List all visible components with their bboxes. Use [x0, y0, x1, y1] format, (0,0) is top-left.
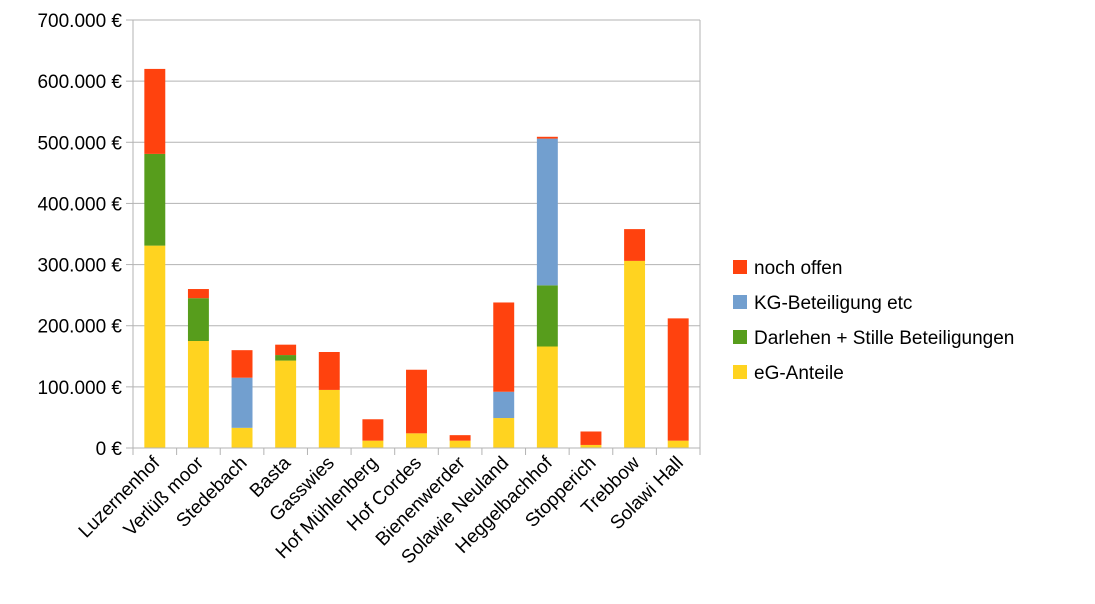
bars — [144, 68, 689, 448]
bar-segment — [536, 138, 558, 286]
bar-segment — [144, 245, 166, 448]
bar-segment — [493, 391, 515, 419]
bar-segment — [493, 418, 515, 448]
y-tick-label: 500.000 € — [37, 133, 122, 154]
bar-segment — [187, 298, 209, 341]
bar-segment — [144, 68, 166, 154]
bar-segment — [318, 352, 340, 390]
y-tick-label: 400.000 € — [37, 194, 122, 215]
legend-label: Darlehen + Stille Beteiligungen — [754, 328, 1014, 349]
legend-label: noch offen — [754, 258, 842, 279]
legend-swatch — [733, 330, 747, 344]
legend-label: eG-Anteile — [754, 363, 844, 384]
y-axis-tick-labels: 0 € 100.000 € 200.000 € 300.000 € 400.000 € 5… — [37, 11, 122, 460]
bar-segment — [362, 440, 384, 448]
bar-segment — [667, 318, 689, 441]
bar-segment — [231, 427, 253, 448]
bar-segment — [536, 346, 558, 448]
bar-segment — [406, 433, 427, 448]
y-tick-label: 200.000 € — [37, 317, 122, 338]
bar-segment — [144, 153, 166, 246]
bar-segment — [624, 229, 646, 261]
y-tick-label: 0 € — [96, 439, 123, 460]
legend-item: KG-Beteiligung etc — [733, 293, 912, 314]
y-tick-label: 300.000 € — [37, 256, 122, 277]
bar-segment — [231, 350, 253, 378]
bar-segment — [624, 260, 646, 448]
axes — [126, 19, 701, 455]
y-tick-label: 600.000 € — [37, 72, 122, 93]
y-tick-label: 700.000 € — [37, 11, 122, 32]
legend-item: Darlehen + Stille Beteiligungen — [733, 328, 1014, 349]
bar-segment — [580, 444, 602, 448]
legend-item: noch offen — [733, 258, 842, 279]
bar-segment — [187, 341, 209, 448]
bar-segment — [536, 285, 558, 347]
bar-segment — [536, 136, 558, 139]
bar-segment — [580, 431, 602, 445]
bar-segment — [275, 360, 297, 448]
bar-segment — [493, 302, 515, 392]
legend-label: KG-Beteiligung etc — [754, 293, 912, 314]
legend: noch offen KG-Beteiligung etc Darlehen + S… — [733, 258, 1014, 384]
bar-segment — [406, 369, 427, 434]
bar-segment — [275, 344, 297, 356]
y-tick-label: 100.000 € — [37, 378, 122, 399]
bar-segment — [318, 389, 340, 448]
bar-segment — [275, 355, 297, 361]
bar-segment — [231, 377, 253, 428]
bar-segment — [187, 289, 209, 299]
legend-swatch — [733, 260, 747, 274]
bar-segment — [449, 435, 471, 441]
legend-swatch — [733, 365, 747, 379]
bar-segment — [362, 419, 384, 441]
bar-segment — [449, 440, 471, 448]
legend-swatch — [733, 295, 747, 309]
grid-lines — [133, 19, 700, 449]
legend-item: eG-Anteile — [733, 363, 844, 384]
bar-segment — [667, 440, 689, 448]
